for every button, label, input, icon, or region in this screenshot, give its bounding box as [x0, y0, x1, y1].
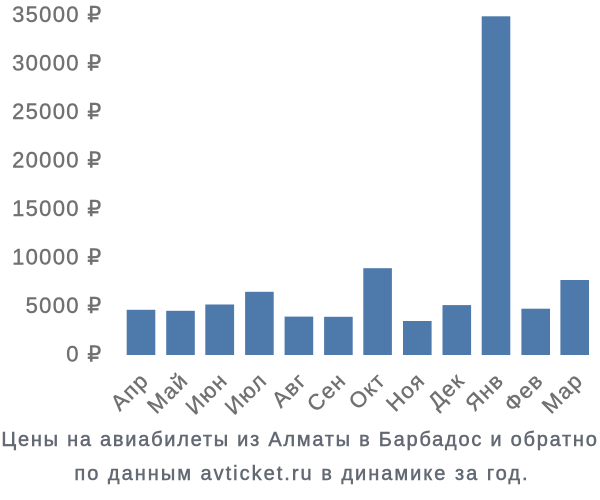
svg-text:35000 ₽: 35000 ₽: [12, 2, 102, 27]
svg-text:по данным avticket.ru в динами: по данным avticket.ru в динамике за год.: [74, 463, 529, 485]
svg-text:15000 ₽: 15000 ₽: [12, 196, 102, 221]
svg-text:Дек: Дек: [423, 368, 469, 414]
svg-text:Окт: Окт: [344, 368, 391, 415]
svg-text:10000 ₽: 10000 ₽: [12, 244, 102, 269]
svg-text:30000 ₽: 30000 ₽: [12, 51, 102, 76]
svg-text:Ноя: Ноя: [381, 368, 430, 417]
svg-text:Мар: Мар: [537, 368, 588, 419]
svg-text:25000 ₽: 25000 ₽: [12, 99, 102, 124]
svg-text:Фев: Фев: [499, 368, 548, 417]
svg-text:Апр: Апр: [106, 368, 154, 416]
svg-text:Май: Май: [142, 368, 193, 419]
svg-text:Авг: Авг: [267, 368, 312, 413]
svg-text:0 ₽: 0 ₽: [66, 341, 102, 366]
svg-text:Сен: Сен: [302, 368, 351, 417]
svg-text:Июл: Июл: [220, 368, 272, 420]
svg-text:20000 ₽: 20000 ₽: [12, 148, 102, 173]
svg-text:5000 ₽: 5000 ₽: [26, 293, 103, 318]
svg-text:Июн: Июн: [181, 368, 233, 420]
svg-text:Цены на авиабилеты из Алматы в: Цены на авиабилеты из Алматы в Барбадос …: [1, 429, 598, 451]
svg-text:Янв: Янв: [460, 368, 509, 417]
